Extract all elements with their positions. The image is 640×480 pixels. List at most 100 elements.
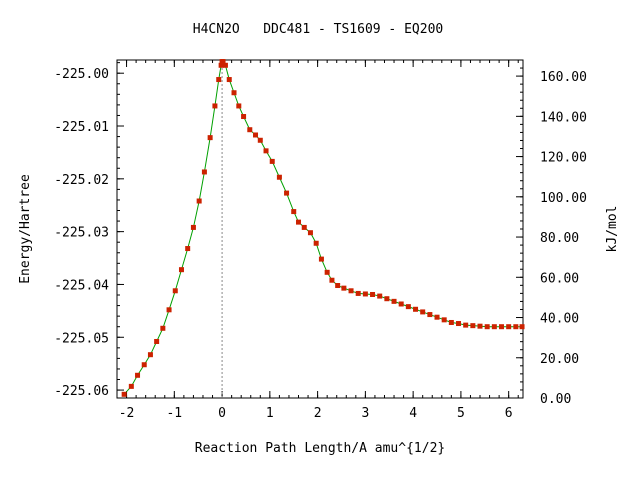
energy-series-line: [123, 61, 523, 395]
data-point: [405, 304, 411, 310]
data-point: [463, 322, 469, 328]
data-point: [269, 158, 275, 164]
x-tick-label: 0: [218, 406, 226, 421]
y2-tick-label: 60.00: [540, 271, 579, 286]
data-point: [477, 323, 483, 329]
x-tick-label: 4: [409, 406, 417, 421]
x-tick-label: 3: [361, 406, 369, 421]
data-point: [263, 148, 269, 154]
x-tick-label: 2: [314, 406, 322, 421]
data-point: [141, 362, 147, 368]
data-point: [499, 324, 505, 330]
y2-axis-label: kJ/mol: [605, 206, 620, 253]
energy-curve: [123, 61, 523, 395]
data-point: [341, 285, 347, 291]
data-point: [212, 103, 218, 109]
data-point: [441, 317, 447, 323]
data-point: [218, 62, 224, 68]
data-point: [236, 103, 242, 109]
data-point: [398, 301, 404, 307]
data-point: [166, 307, 172, 313]
data-point: [348, 288, 354, 294]
data-point: [190, 224, 196, 230]
chart-title: H4CN2O DDC481 - TS1609 - EQ200: [193, 22, 443, 37]
y2-tick-label: 120.00: [540, 151, 587, 166]
y-tick-label: -225.03: [54, 226, 109, 241]
data-point: [456, 321, 462, 327]
data-point: [370, 291, 376, 297]
data-point: [121, 391, 127, 397]
data-point: [470, 323, 476, 329]
data-point: [207, 135, 213, 141]
data-point: [335, 283, 341, 289]
plot-frame: [116, 59, 524, 399]
data-point: [427, 312, 433, 318]
y-tick-label: -225.02: [54, 173, 109, 188]
data-point: [377, 293, 383, 299]
data-point: [313, 240, 319, 246]
data-point: [222, 62, 228, 68]
data-point: [257, 137, 263, 143]
data-point: [420, 309, 426, 315]
data-point: [324, 269, 330, 275]
y-tick-label: -225.05: [54, 331, 109, 346]
data-point: [413, 306, 419, 312]
data-point: [434, 314, 440, 320]
data-point: [220, 59, 226, 65]
y2-tick-label: 80.00: [540, 231, 579, 246]
data-point: [506, 324, 512, 330]
y-tick-label: -225.01: [54, 120, 109, 135]
data-point: [128, 383, 134, 389]
x-axis-label: Reaction Path Length/A amu^{1/2}: [195, 441, 445, 456]
data-point: [147, 352, 153, 358]
y-tick-label: -225.06: [54, 384, 109, 399]
x-tick-label: 5: [457, 406, 465, 421]
data-point: [185, 246, 191, 252]
data-point: [201, 169, 207, 175]
data-point: [329, 277, 335, 283]
data-point: [196, 198, 202, 204]
data-point: [318, 256, 324, 262]
data-point: [391, 298, 397, 304]
y2-tick-label: 160.00: [540, 70, 587, 85]
data-points: [121, 59, 525, 397]
data-point: [291, 209, 297, 215]
data-point: [172, 288, 178, 294]
data-point: [513, 324, 519, 330]
data-point: [307, 230, 313, 236]
y2-tick-label: 40.00: [540, 312, 579, 327]
x-tick-label: 6: [505, 406, 513, 421]
x-tick-label: -1: [166, 406, 182, 421]
data-point: [384, 296, 390, 302]
data-point: [448, 319, 454, 325]
data-point: [296, 219, 302, 225]
data-point: [178, 267, 184, 273]
data-point: [231, 90, 237, 96]
data-point: [355, 290, 361, 296]
x-tick-label: -2: [119, 406, 135, 421]
y2-tick-label: 20.00: [540, 352, 579, 367]
data-point: [276, 174, 282, 180]
y-axis-label: Energy/Hartree: [18, 174, 33, 284]
data-point: [241, 114, 247, 120]
axis-ticks: -2 -1 0 1 2 3 4 5 6 -225.06 -225.05 -225.04 -225.03 -…: [54, 59, 587, 421]
y2-tick-label: 0.00: [540, 392, 571, 407]
y2-tick-label: 140.00: [540, 110, 587, 125]
y-tick-label: -225.00: [54, 67, 109, 82]
x-tick-label: 1: [266, 406, 274, 421]
data-point: [484, 324, 490, 330]
data-point: [226, 77, 232, 83]
data-point: [135, 372, 141, 378]
data-point: [284, 190, 290, 196]
y-tick-label: -225.04: [54, 278, 109, 293]
data-point: [154, 338, 160, 344]
data-point: [491, 324, 497, 330]
data-point: [216, 77, 222, 83]
y2-tick-label: 100.00: [540, 191, 587, 206]
data-point: [519, 324, 525, 330]
data-point: [301, 224, 307, 230]
data-point: [160, 325, 166, 331]
data-point: [253, 132, 259, 138]
data-point: [247, 127, 253, 133]
